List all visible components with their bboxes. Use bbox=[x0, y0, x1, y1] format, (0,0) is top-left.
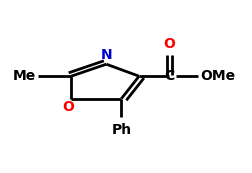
Text: Ph: Ph bbox=[111, 122, 131, 136]
Text: Me: Me bbox=[13, 69, 36, 83]
Text: N: N bbox=[100, 48, 112, 62]
Text: OMe: OMe bbox=[200, 69, 235, 83]
Text: O: O bbox=[163, 37, 175, 51]
Text: O: O bbox=[62, 100, 74, 114]
Text: C: C bbox=[164, 69, 174, 83]
